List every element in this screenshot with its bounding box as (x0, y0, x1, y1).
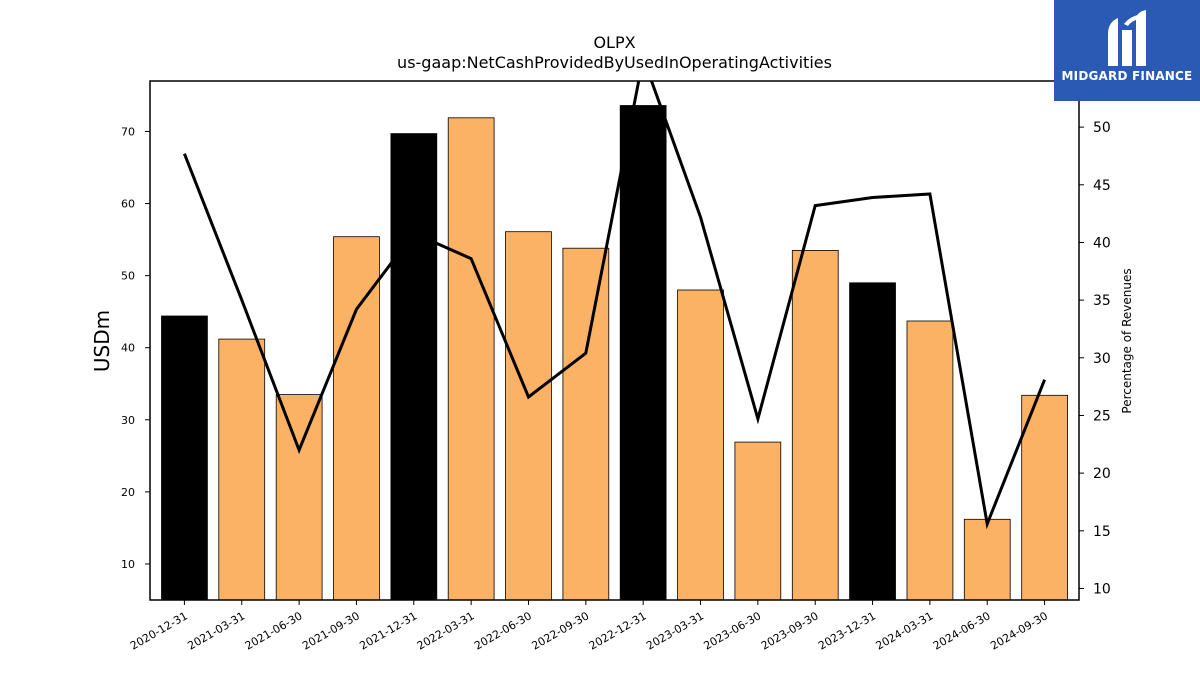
y2-tick-label: 40 (1093, 235, 1111, 251)
logo: MIDGARD FINANCE (1054, 0, 1200, 101)
y2-tick-label: 35 (1093, 293, 1111, 309)
x-tick-label: 2021-12-31 (357, 609, 419, 652)
x-tick-label: 2022-12-31 (587, 609, 649, 652)
y2-tick-label: 30 (1093, 351, 1111, 367)
bar-2023-06-30 (734, 441, 782, 601)
bar-2023-03-31 (677, 289, 724, 601)
bars-layer (161, 105, 1069, 601)
logo-text: MIDGARD FINANCE (1061, 69, 1193, 83)
bar-2021-06-30 (275, 394, 323, 601)
x-tick-label: 2022-09-30 (529, 609, 591, 652)
bar-2022-09-30 (562, 247, 610, 601)
x-tick-label: 2021-09-30 (300, 609, 362, 652)
plot-frame (149, 80, 1080, 601)
x-tick-label: 2024-09-30 (988, 609, 1050, 652)
midgard-monogram-icon (1108, 10, 1146, 66)
bar-2020-12-31 (161, 315, 208, 601)
y-tick-label: 10 (121, 558, 135, 571)
chart-subtitle: us-gaap:NetCashProvidedByUsedInOperating… (397, 53, 832, 72)
y-tick-label: 20 (121, 486, 135, 499)
x-tick-label: 2021-03-31 (185, 609, 247, 652)
bar-2023-12-31 (849, 282, 896, 601)
bar-2022-12-31 (619, 105, 667, 601)
bar-2023-09-30 (791, 249, 839, 601)
x-tick-label: 2020-12-31 (128, 609, 190, 652)
x-tick-label: 2023-03-31 (644, 609, 706, 652)
y2-tick-label: 15 (1093, 524, 1111, 540)
chart-title: OLPX (593, 33, 635, 52)
bar-2024-03-31 (906, 320, 954, 601)
bar-2021-09-30 (333, 236, 380, 601)
percentage-of-revenues-line (183, 81, 1046, 530)
x-tick-label: 2023-06-30 (701, 609, 763, 652)
x-tick-label: 2022-03-31 (415, 609, 477, 652)
y2-axis-label: Percentage of Revenues (1120, 268, 1134, 413)
y-tick-label: 70 (121, 125, 135, 138)
y2-tick-label: 50 (1093, 120, 1111, 136)
line-layer (183, 81, 1046, 530)
bar-2021-03-31 (218, 338, 266, 601)
x-tick-label: 2024-03-31 (874, 609, 936, 652)
bar-2024-06-30 (963, 518, 1011, 601)
y-tick-label: 30 (121, 414, 135, 427)
y-axis-label: USDm (90, 310, 114, 372)
y2-tick-label: 45 (1093, 178, 1111, 194)
x-tick-label: 2021-06-30 (243, 609, 305, 652)
y2-tick-label: 20 (1093, 466, 1111, 482)
y-tick-label: 60 (121, 198, 135, 211)
bar-2024-09-30 (1021, 394, 1069, 601)
x-tick-label: 2023-12-31 (816, 609, 878, 652)
y2-tick-label: 10 (1093, 581, 1111, 597)
bar-2021-12-31 (390, 133, 438, 601)
x-tick-label: 2022-06-30 (472, 609, 534, 652)
y-tick-label: 50 (121, 270, 135, 283)
y-tick-label: 40 (121, 342, 135, 355)
bar-2022-06-30 (505, 231, 552, 601)
x-tick-label: 2023-09-30 (759, 609, 821, 652)
x-tick-label: 2024-06-30 (931, 609, 993, 652)
y2-tick-label: 25 (1093, 408, 1111, 424)
bar-2022-03-31 (447, 117, 495, 601)
